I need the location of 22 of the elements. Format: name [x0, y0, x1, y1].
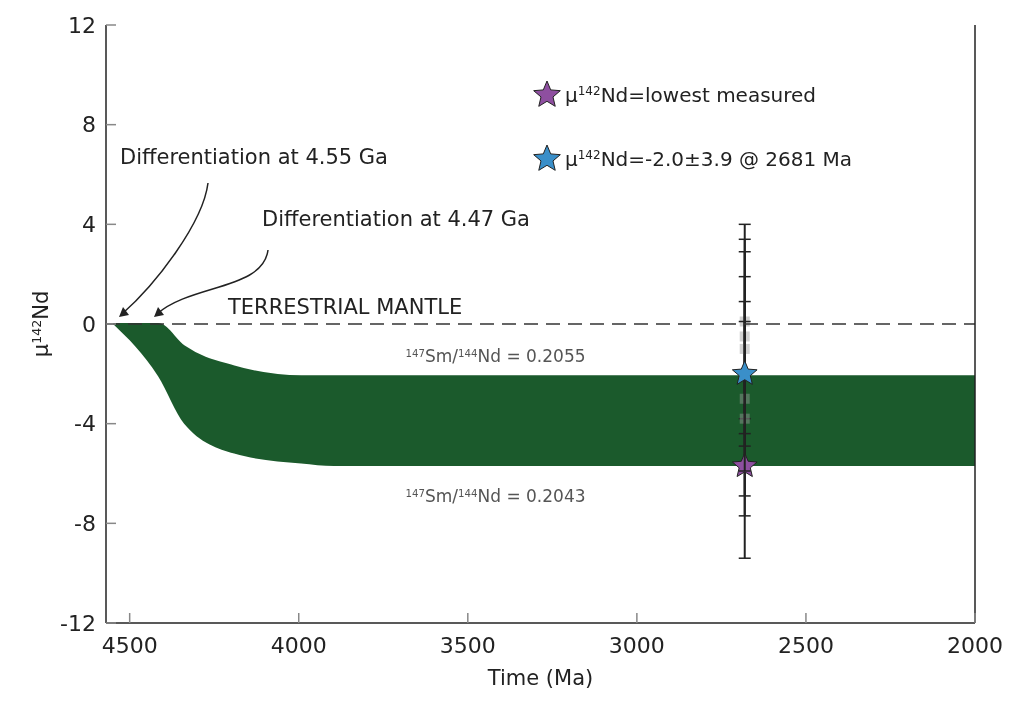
- ref-line-label: TERRESTRIAL MANTLE: [227, 295, 463, 319]
- x-tick-label: 2000: [947, 633, 1003, 658]
- x-tick-label: 4000: [270, 633, 327, 658]
- annotation: Differentiation at 4.47 Ga: [262, 207, 530, 231]
- y-tick-label: -4: [74, 411, 96, 437]
- annotation: $^{147}$Sm/$^{144}$Nd = 0.2043: [405, 486, 586, 507]
- x-tick-label: 3500: [439, 633, 496, 658]
- x-tick-label: 2500: [777, 633, 834, 658]
- x-tick-label: 4500: [101, 633, 158, 658]
- point: [731, 360, 758, 385]
- y-tick-label: 0: [82, 311, 96, 337]
- x-tick-label: 3000: [608, 633, 665, 658]
- legend-label: μ$^{142}$Nd=-2.0±3.9 @ 2681 Ma: [565, 147, 853, 171]
- y-tick-label: 4: [82, 212, 96, 238]
- y-tick-label: 8: [82, 112, 96, 138]
- y-tick-label: -8: [74, 511, 96, 537]
- y-tick-label: 12: [68, 12, 96, 38]
- y-tick-label: -12: [60, 610, 96, 636]
- legend-label: μ$^{142}$Nd=lowest measured: [565, 83, 817, 107]
- x-axis-title: Time (Ma): [486, 666, 594, 690]
- annotation: $^{147}$Sm/$^{144}$Nd = 0.2055: [405, 346, 586, 367]
- annotation: Differentiation at 4.55 Ga: [120, 145, 388, 169]
